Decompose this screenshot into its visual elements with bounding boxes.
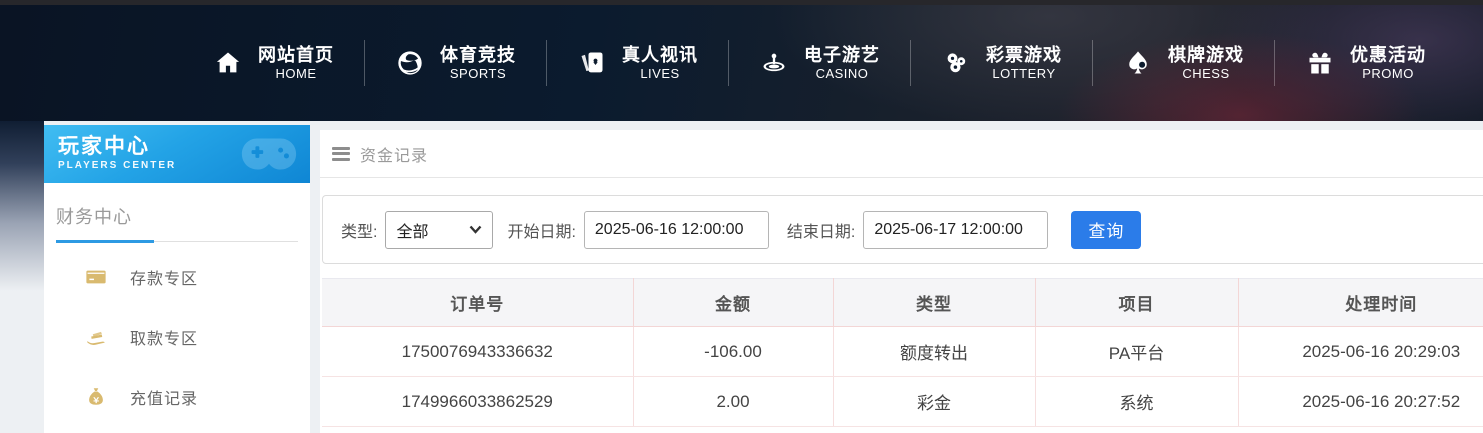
nav-label-en: PROMO [1362,66,1414,81]
nav-separator [364,40,365,86]
sidebar-item-label: 充值记录 [130,391,199,408]
gift-icon [1305,48,1335,78]
nav-item-home[interactable]: 网站首页 HOME [183,28,364,98]
sidebar-item-deposit-zone[interactable]: 存款专区 [44,252,310,302]
playing-cards-icon [577,48,607,78]
nav-label-zh: 优惠活动 [1350,45,1426,65]
type-select-value: 全部 [396,223,429,241]
nav-label-zh: 真人视讯 [622,45,698,65]
nav-label-zh: 电子游艺 [804,45,880,65]
cell-type: 额度转出 [832,326,1035,377]
sidebar-subtitle: PLAYERS CENTER [58,160,177,171]
top-navigation: 网站首页 HOME 体育竞技 SPORTS 真人视讯 LIVES 电子游艺 CA… [0,5,1483,121]
nav-label-zh: 彩票游戏 [986,45,1062,65]
sidebar-item-label: 取款专区 [130,331,199,348]
nav-label-zh: 棋牌游戏 [1168,45,1244,65]
start-date-label: 开始日期: [507,223,576,241]
hamburger-icon [332,146,350,161]
cell-project: 系统 [1034,376,1238,427]
nav-label-en: CASINO [815,66,869,81]
nav-item-casino[interactable]: 电子游艺 CASINO [729,28,910,98]
col-header-type: 类型 [832,278,1035,327]
money-bag-icon [85,386,107,408]
cell-process-time: 2025-06-16 20:27:52 [1237,376,1483,427]
nav-label-zh: 网站首页 [258,45,334,65]
roulette-icon [759,48,789,78]
end-date-input[interactable] [863,210,1049,249]
start-date-input[interactable] [583,210,769,249]
end-date-label: 结束日期: [786,223,856,241]
sidebar-header: 玩家中心 PLAYERS CENTER [44,125,310,183]
col-header-order-no: 订单号 [322,278,633,327]
spade-icon [1123,48,1153,78]
home-icon [213,48,243,78]
nav-separator [1274,40,1275,86]
cell-project: PA平台 [1034,326,1238,377]
cell-order-no: 1750076943336632 [322,326,633,377]
nav-separator [1092,40,1093,86]
nav-item-lives[interactable]: 真人视讯 LIVES [547,28,728,98]
col-header-project: 项目 [1034,278,1238,327]
search-button[interactable]: 查询 [1071,210,1142,249]
nav-label-en: SPORTS [449,66,507,81]
cell-order-no: 1749966033862529 [322,376,633,427]
sidebar-item-withdraw-zone[interactable]: 取款专区 [44,312,310,362]
players-center-sidebar: 玩家中心 PLAYERS CENTER 财务中心 存款专区 取款专区 充值记录 … [44,125,310,433]
lottery-balls-icon [941,48,971,78]
cell-amount: -106.00 [632,326,833,377]
gamepad-icon [238,129,300,183]
nav-item-lottery[interactable]: 彩票游戏 LOTTERY [911,28,1092,98]
sidebar-item-recharge-records[interactable]: 充值记录 [44,372,310,422]
col-header-amount: 金额 [632,278,833,327]
nav-label-en: CHESS [1182,66,1230,81]
breadcrumb: 资金记录 [320,130,1483,178]
sidebar-section-finance-center[interactable]: 财务中心 [56,207,132,227]
sidebar-item-label: 存款专区 [130,271,199,288]
nav-item-promo[interactable]: 优惠活动 PROMO [1275,28,1456,98]
filter-panel: 类型: 全部 开始日期: 结束日期: 查询 [322,195,1483,264]
table-row: 1750076943336632 -106.00 额度转出 PA平台 2025-… [322,326,1483,377]
section-underline [56,240,298,243]
nav-separator [910,40,911,86]
table-header-row: 订单号 金额 类型 项目 处理时间 [322,278,1483,327]
sports-ball-icon [395,48,425,78]
cell-type: 彩金 [832,376,1035,427]
page-title: 资金记录 [360,147,429,165]
type-select[interactable]: 全部 [385,210,494,249]
main-content: 资金记录 类型: 全部 开始日期: 结束日期: 查询 订单号 金额 类型 项目 … [320,130,1483,433]
nav-label-en: LOTTERY [992,66,1056,81]
nav-label-zh: 体育竞技 [440,45,516,65]
nav-label-en: HOME [275,66,317,81]
sidebar-title: 玩家中心 [58,135,150,158]
col-header-process-time: 处理时间 [1237,278,1483,327]
cell-amount: 2.00 [632,376,833,427]
bank-card-icon [85,266,107,288]
table-row: 1749966033862529 2.00 彩金 系统 2025-06-16 2… [322,376,1483,427]
nav-item-sports[interactable]: 体育竞技 SPORTS [365,28,546,98]
chevron-down-icon [470,225,482,234]
nav-item-chess[interactable]: 棋牌游戏 CHESS [1093,28,1274,98]
cell-process-time: 2025-06-16 20:29:03 [1237,326,1483,377]
top-edge-strip [0,0,1483,5]
nav-separator [546,40,547,86]
page-background-fade [0,121,44,291]
funds-record-table: 订单号 金额 类型 项目 处理时间 1750076943336632 -106.… [322,278,1483,427]
hand-cash-icon [85,326,107,348]
nav-label-en: LIVES [640,66,680,81]
nav-separator [728,40,729,86]
type-label: 类型: [341,223,378,241]
